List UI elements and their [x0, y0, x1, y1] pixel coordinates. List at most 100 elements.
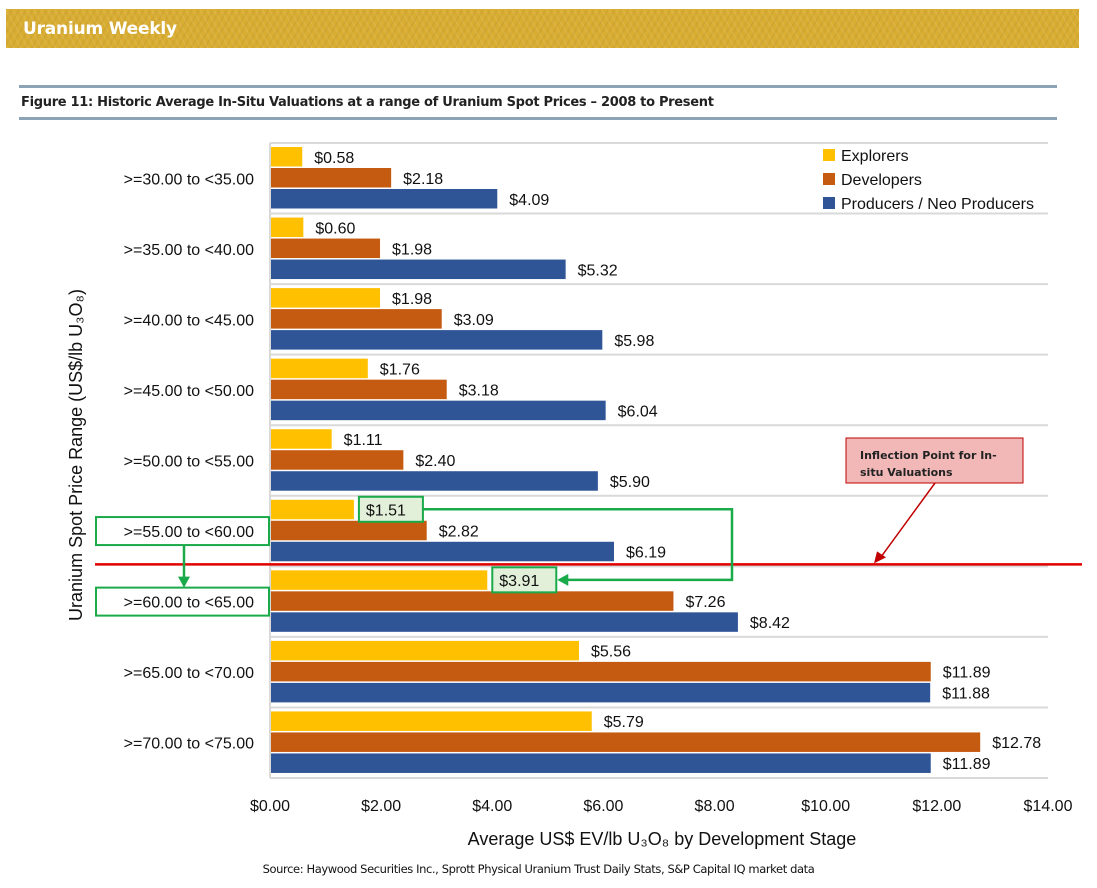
value-label: $1.98 [392, 241, 432, 258]
inflection-callout-text: Inflection Point for In- [860, 449, 997, 462]
value-label: $8.42 [750, 615, 790, 632]
value-label: $1.51 [366, 503, 406, 520]
bar-developers [271, 168, 392, 188]
category-label: >=30.00 to <35.00 [124, 171, 254, 188]
value-label: $1.11 [344, 432, 383, 449]
category-labels: >=30.00 to <35.00 >=35.00 to <40.00 >=40.0… [95, 171, 270, 753]
x-axis-title: Average US$ EV/lb U₃O₈ by Development St… [468, 829, 857, 849]
bar-developers [271, 450, 404, 470]
bar-producers-neo-producers [271, 400, 606, 421]
value-label: $3.09 [454, 312, 494, 329]
x-tick-label: $4.00 [472, 798, 512, 815]
value-label: $0.58 [314, 150, 354, 167]
inflection-callout-text: situ Valuations [860, 466, 953, 479]
legend: Explorers Developers Producers / Neo Produ… [823, 148, 1034, 213]
bar-producers-neo-producers [271, 753, 931, 773]
category-label: >=45.00 to <50.00 [124, 383, 254, 400]
value-label: $5.79 [604, 714, 644, 731]
title-rule-top [19, 85, 1057, 88]
bar-explorers [271, 640, 579, 661]
legend-label: Developers [841, 172, 922, 189]
bar-producers-neo-producers [271, 189, 498, 209]
value-label: $3.18 [459, 382, 499, 399]
value-label: $12.78 [992, 735, 1041, 752]
value-label: $11.88 [942, 686, 990, 703]
category-label: >=55.00 to <60.00 [124, 524, 254, 541]
bar-explorers [271, 288, 381, 308]
bar-explorers [271, 429, 332, 449]
value-arrowhead [557, 573, 569, 586]
bar-producers-neo-producers [271, 612, 738, 632]
value-label: $3.91 [499, 573, 539, 590]
bar-producers-neo-producers [271, 330, 603, 350]
bar-explorers [271, 217, 304, 238]
bar-developers [271, 661, 931, 682]
bar-developers [271, 520, 427, 541]
value-label: $1.76 [380, 361, 420, 378]
bar-developers [271, 309, 442, 329]
value-label: $5.90 [610, 474, 650, 491]
x-tick-label: $14.00 [1024, 798, 1073, 815]
x-tick-label: $10.00 [801, 798, 850, 815]
legend-swatch [823, 173, 835, 185]
category-arrowhead [178, 576, 190, 588]
category-highlight-box [95, 586, 270, 617]
value-label: $11.89 [943, 756, 991, 773]
bar-explorers [271, 570, 488, 590]
inflection-callout-box [845, 437, 1024, 484]
bar-producers-neo-producers [271, 541, 614, 562]
bar-producers-neo-producers [271, 471, 598, 491]
category-highlight-box [95, 516, 270, 547]
category-label: >=50.00 to <55.00 [124, 454, 254, 471]
callout-arrow [879, 482, 936, 559]
header-banner: Uranium Weekly [6, 9, 1079, 48]
legend-label: Explorers [841, 148, 909, 165]
annotations: Inflection Point for In-situ Valuations [95, 437, 1082, 588]
x-tick-label: $8.00 [695, 798, 735, 815]
bar-explorers [271, 711, 592, 731]
figure-title: Figure 11: Historic Average In-Situ Valu… [21, 95, 714, 110]
value-label: $5.32 [578, 262, 618, 279]
value-label: $7.26 [685, 594, 725, 611]
source-note: Source: Haywood Securities Inc., Sprott … [0, 862, 1097, 876]
bars [271, 147, 981, 773]
x-tick-label: $12.00 [912, 798, 961, 815]
bar-explorers [271, 499, 354, 520]
bar-developers [271, 732, 981, 752]
banner-title: Uranium Weekly [23, 19, 177, 39]
bar-explorers [271, 358, 368, 379]
value-label: $5.98 [614, 333, 654, 350]
value-label: $1.98 [392, 291, 432, 308]
value-label: $4.09 [509, 192, 549, 209]
bar-explorers [271, 147, 303, 167]
legend-swatch [823, 197, 835, 209]
bar-producers-neo-producers [271, 259, 566, 280]
title-rule-bottom [19, 117, 1057, 120]
value-labels: $0.58 $2.18 $4.09 $0.60 $1.98 $5.32 $1.98 $3.09… [314, 150, 1041, 773]
x-tick-label: $0.00 [250, 798, 290, 815]
source-text: Source: Haywood Securities Inc., Sprott … [262, 862, 815, 876]
value-label: $6.19 [626, 545, 666, 562]
category-label: >=70.00 to <75.00 [124, 736, 254, 753]
x-tick-label: $6.00 [583, 798, 623, 815]
bar-developers [271, 591, 674, 611]
gridlines [269, 142, 1048, 779]
bar-producers-neo-producers [271, 682, 931, 703]
value-highlight-box [491, 566, 558, 594]
legend-label: Producers / Neo Producers [841, 196, 1034, 213]
value-label: $2.40 [415, 453, 455, 470]
value-label: $11.89 [943, 665, 991, 682]
value-label: $2.18 [403, 171, 443, 188]
y-axis-title: Uranium Spot Price Range (US$/lb U₃O₈) [66, 289, 86, 621]
legend-swatch [823, 149, 835, 161]
category-label: >=40.00 to <45.00 [124, 312, 254, 329]
value-label: $6.04 [618, 403, 658, 420]
category-label: >=35.00 to <40.00 [124, 242, 254, 259]
x-tick-label: $2.00 [361, 798, 401, 815]
bar-developers [271, 379, 447, 400]
x-tick-labels: $0.00 $2.00 $4.00 $6.00 $8.00 $10.00 $12.00 $14… [250, 798, 1073, 815]
value-arrow [422, 508, 734, 582]
category-label: >=65.00 to <70.00 [124, 665, 254, 682]
category-label: >=60.00 to <65.00 [124, 595, 254, 612]
